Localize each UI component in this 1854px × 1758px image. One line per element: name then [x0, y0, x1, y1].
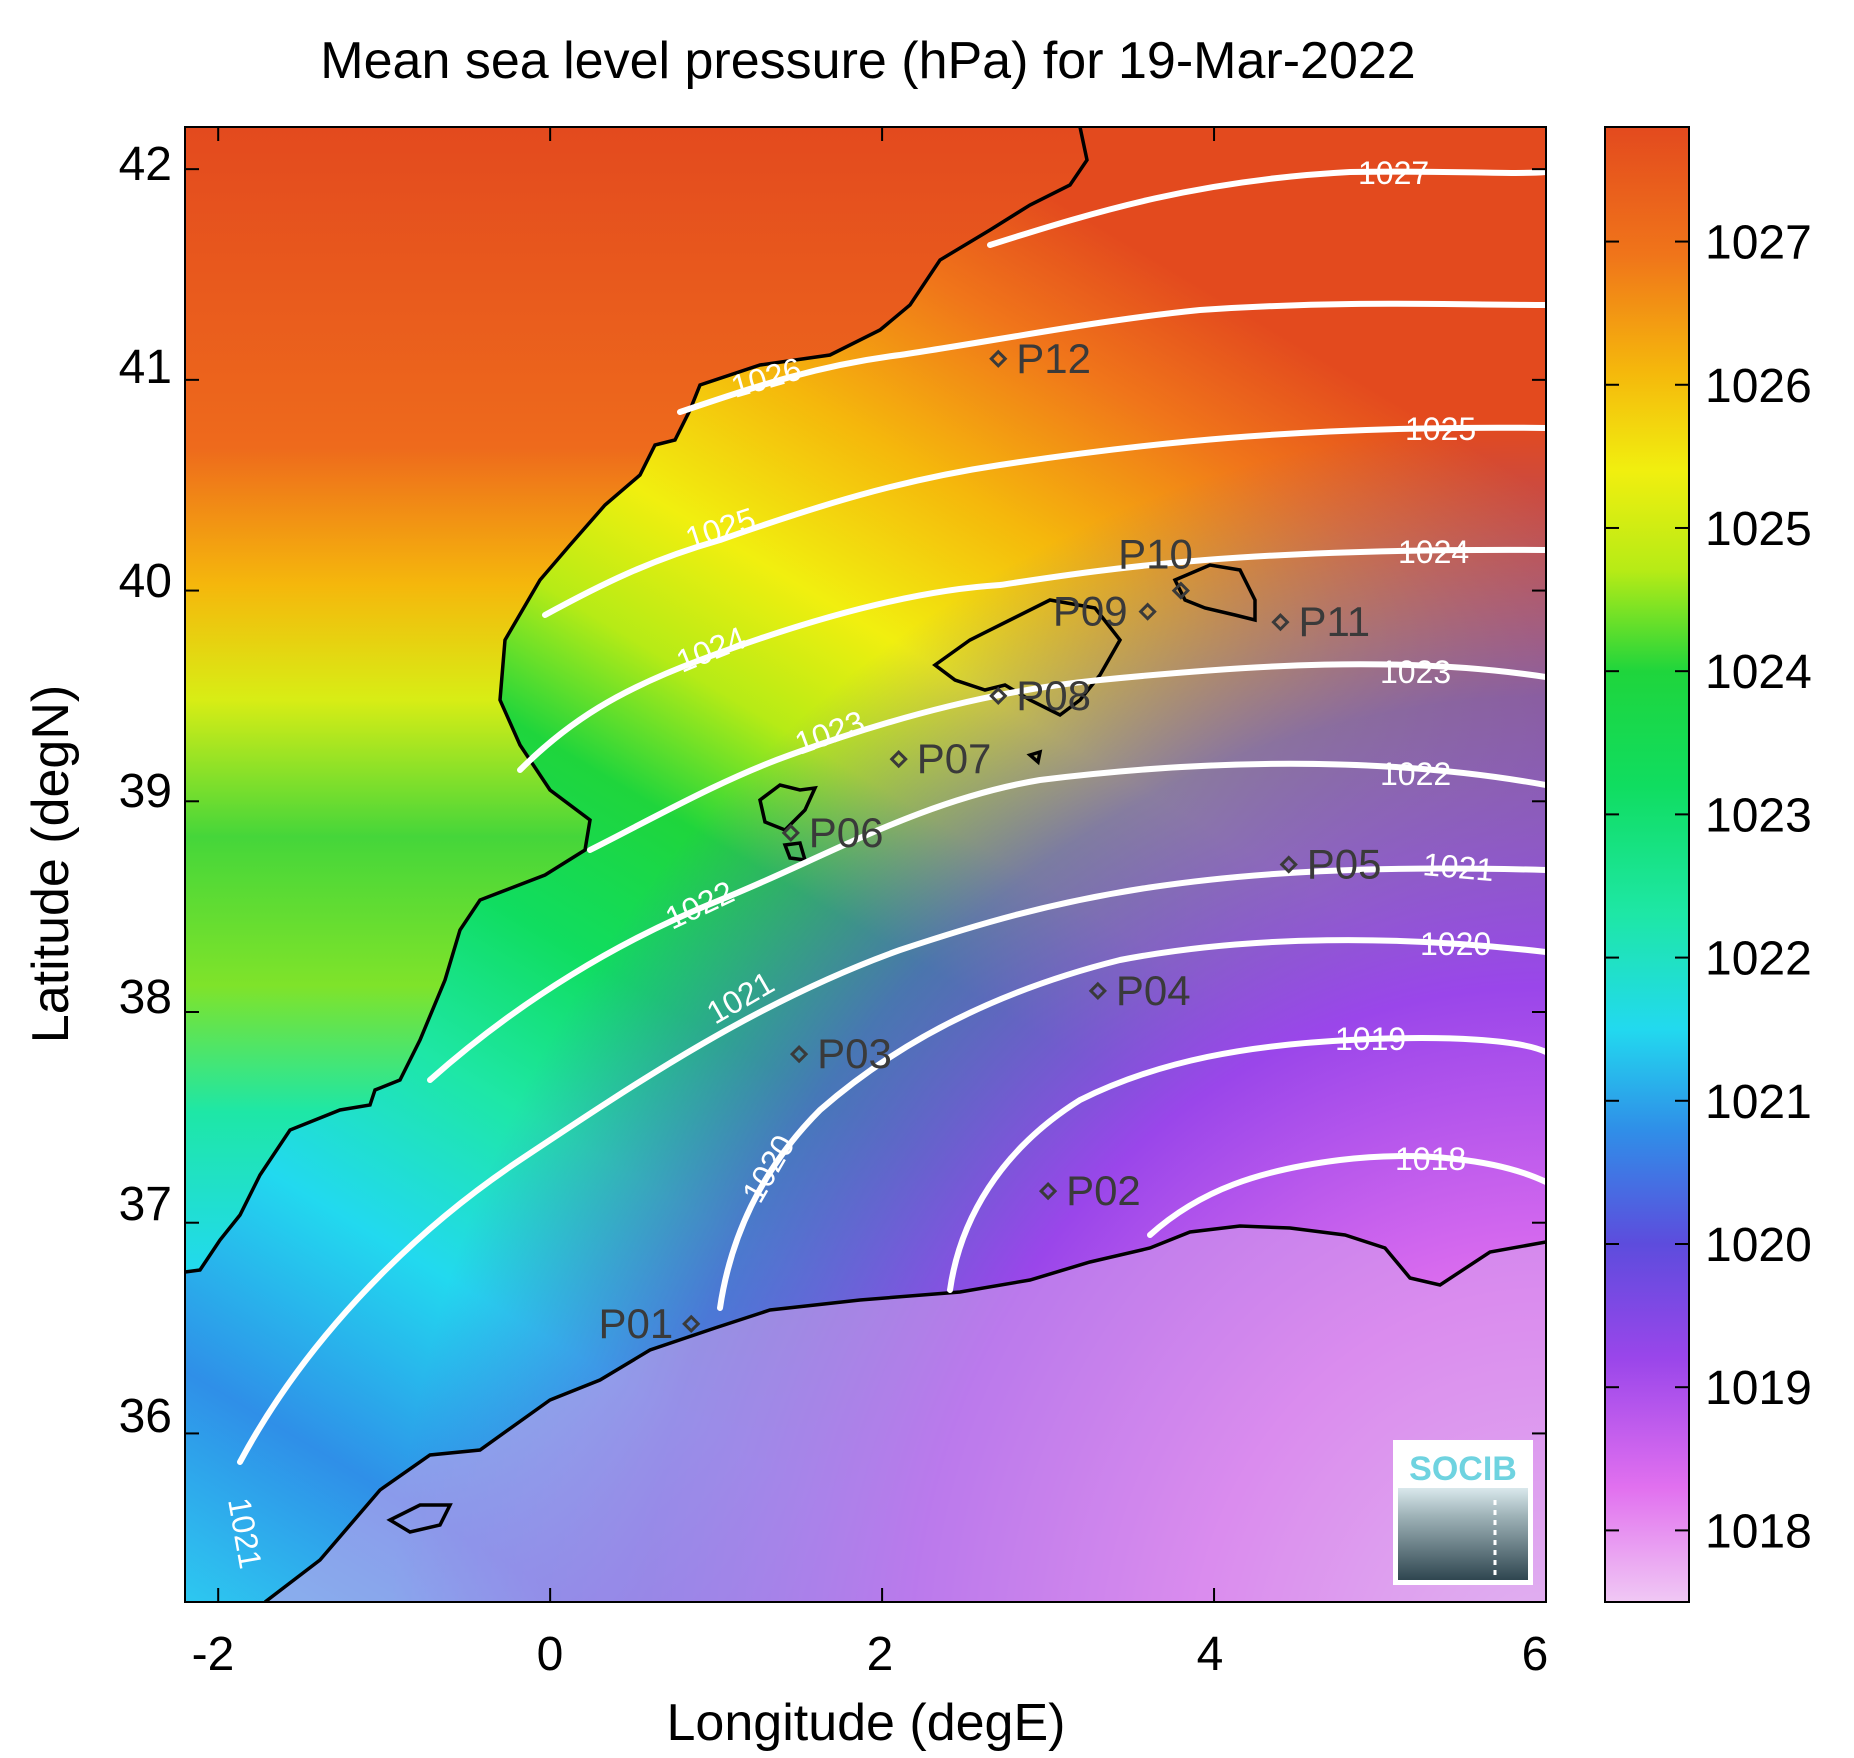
colorbar-tick-label: 1027 — [1705, 217, 1812, 270]
station-marker-p06 — [781, 823, 800, 843]
colorbar-tick-label: 1025 — [1705, 503, 1812, 556]
colorbar-tick-label: 1021 — [1705, 1076, 1812, 1129]
colorbar-tick-labels: 1027 1026 1025 1024 1023 1022 1021 1020 … — [1705, 217, 1812, 1559]
isobar-1018 — [1147, 1153, 1546, 1238]
x-tick-label: 0 — [537, 1628, 564, 1681]
x-axis-label: Longitude (degE) — [667, 1694, 1066, 1752]
ibiza-island — [758, 783, 818, 833]
station-label-p12: P12 — [1016, 335, 1091, 382]
station-label-p07: P07 — [917, 735, 992, 782]
stations: P01 P02 P03 P04 P05 P06 P07 P08 P09 P10 P11 P12 — [598, 335, 1381, 1347]
isobar-label-1021: 1021 — [1421, 846, 1495, 888]
station-marker-p12 — [989, 349, 1008, 368]
north-africa-land — [265, 1226, 1546, 1602]
y-tick-label: 41 — [119, 341, 172, 394]
colorbar-tick-label: 1024 — [1705, 646, 1812, 699]
y-axis-label: Latitude (degN) — [22, 685, 80, 1043]
colorbar-tick-label: 1020 — [1705, 1219, 1812, 1272]
isobar-1024 — [517, 546, 1546, 773]
station-marker-p03 — [789, 1045, 809, 1064]
iberia-coastline — [185, 127, 1089, 1274]
y-tick-label: 39 — [119, 765, 172, 818]
y-axis: 42 41 40 39 38 37 36 Latitude (degN) — [22, 138, 1546, 1443]
station-marker-p10 — [1171, 581, 1190, 600]
isobar-1027 — [987, 168, 1546, 248]
isobar-label-1020: 1020 — [1420, 926, 1491, 962]
chart-title: Mean sea level pressure (hPa) for 19-Mar… — [320, 32, 1415, 90]
colorbar-tick-label: 1019 — [1705, 1362, 1812, 1415]
x-tick-label: -2 — [192, 1628, 235, 1681]
menorca-island — [1172, 563, 1257, 623]
colorbar-strip — [1604, 126, 1690, 1603]
station-label-p05: P05 — [1307, 841, 1382, 888]
isobar-1021 — [237, 865, 1546, 1465]
isobars — [237, 168, 1546, 1465]
isobar-1023 — [587, 661, 1546, 853]
mallorca-island — [932, 598, 1123, 718]
station-label-p01: P01 — [598, 1300, 673, 1347]
isobar-label-1025: 1025 — [1405, 411, 1476, 447]
socib-logo-image — [1398, 1488, 1528, 1580]
station-marker-p11 — [1271, 613, 1290, 632]
plot-area: 1027 1026 1025 1025 1024 1024 1023 1023 … — [185, 127, 1546, 1602]
station-marker-p02 — [1038, 1181, 1058, 1201]
station-label-p09: P09 — [1053, 588, 1128, 635]
station-label-p06: P06 — [809, 809, 884, 856]
isobar-1020 — [717, 937, 1546, 1311]
colorbar-tick-marks — [1605, 240, 1689, 1532]
y-tick-label: 40 — [119, 555, 172, 608]
x-tick-label: 4 — [1197, 1628, 1224, 1681]
y-tick-marks — [185, 168, 1546, 1435]
station-marker-p01 — [682, 1314, 701, 1333]
colorbar: 1027 1026 1025 1024 1023 1022 1021 1020 … — [1604, 126, 1812, 1603]
station-marker-p08 — [989, 686, 1008, 706]
isobar-1019 — [947, 1035, 1546, 1293]
colorbar-tick-label: 1018 — [1705, 1505, 1812, 1558]
station-marker-p04 — [1088, 981, 1107, 1001]
station-label-p10: P10 — [1118, 531, 1193, 578]
station-label-p04: P04 — [1116, 967, 1191, 1014]
coastlines — [185, 127, 1546, 1602]
colorbar-tick-label: 1023 — [1705, 789, 1812, 842]
isobar-label-1018: 1018 — [1395, 1141, 1466, 1177]
isobar-1026 — [677, 300, 1546, 415]
africa-coastline — [263, 1224, 1546, 1602]
socib-logo: SOCIB — [1393, 1440, 1533, 1585]
x-tick-label: 2 — [867, 1628, 894, 1681]
colorbar-tick-label: 1026 — [1705, 360, 1812, 413]
isobar-label-1027: 1027 — [1358, 155, 1429, 191]
isobar-1022 — [427, 760, 1546, 1083]
station-label-p02: P02 — [1066, 1167, 1141, 1214]
y-tick-label: 36 — [119, 1390, 172, 1443]
isobar-label-1024: 1024 — [1398, 534, 1469, 570]
station-label-p03: P03 — [817, 1030, 892, 1077]
isobar-label-1023: 1023 — [1380, 654, 1451, 690]
x-tick-marks — [217, 127, 1547, 1602]
colorbar-tick-label: 1022 — [1705, 933, 1812, 986]
station-marker-p05 — [1279, 855, 1298, 874]
x-tick-label: 6 — [1522, 1628, 1549, 1681]
station-marker-p07 — [889, 750, 908, 769]
iberia-land — [185, 127, 1087, 1272]
alboran-islet — [386, 1503, 453, 1534]
y-tick-label: 42 — [119, 138, 172, 191]
socib-logo-text: SOCIB — [1409, 1450, 1517, 1488]
x-axis: -2 0 2 4 6 Longitude (degE) — [192, 127, 1549, 1752]
station-label-p11: P11 — [1298, 598, 1370, 645]
y-tick-label: 37 — [119, 1178, 172, 1231]
station-label-p08: P08 — [1016, 672, 1091, 719]
y-tick-label: 38 — [119, 971, 172, 1024]
cabrera-island — [1026, 749, 1043, 766]
isobar-label-1022: 1022 — [1380, 756, 1451, 792]
plot-frame — [184, 126, 1547, 1603]
isobar-label-1019: 1019 — [1335, 1021, 1406, 1057]
station-marker-p09 — [1138, 602, 1157, 621]
isobar-1025 — [542, 424, 1546, 618]
